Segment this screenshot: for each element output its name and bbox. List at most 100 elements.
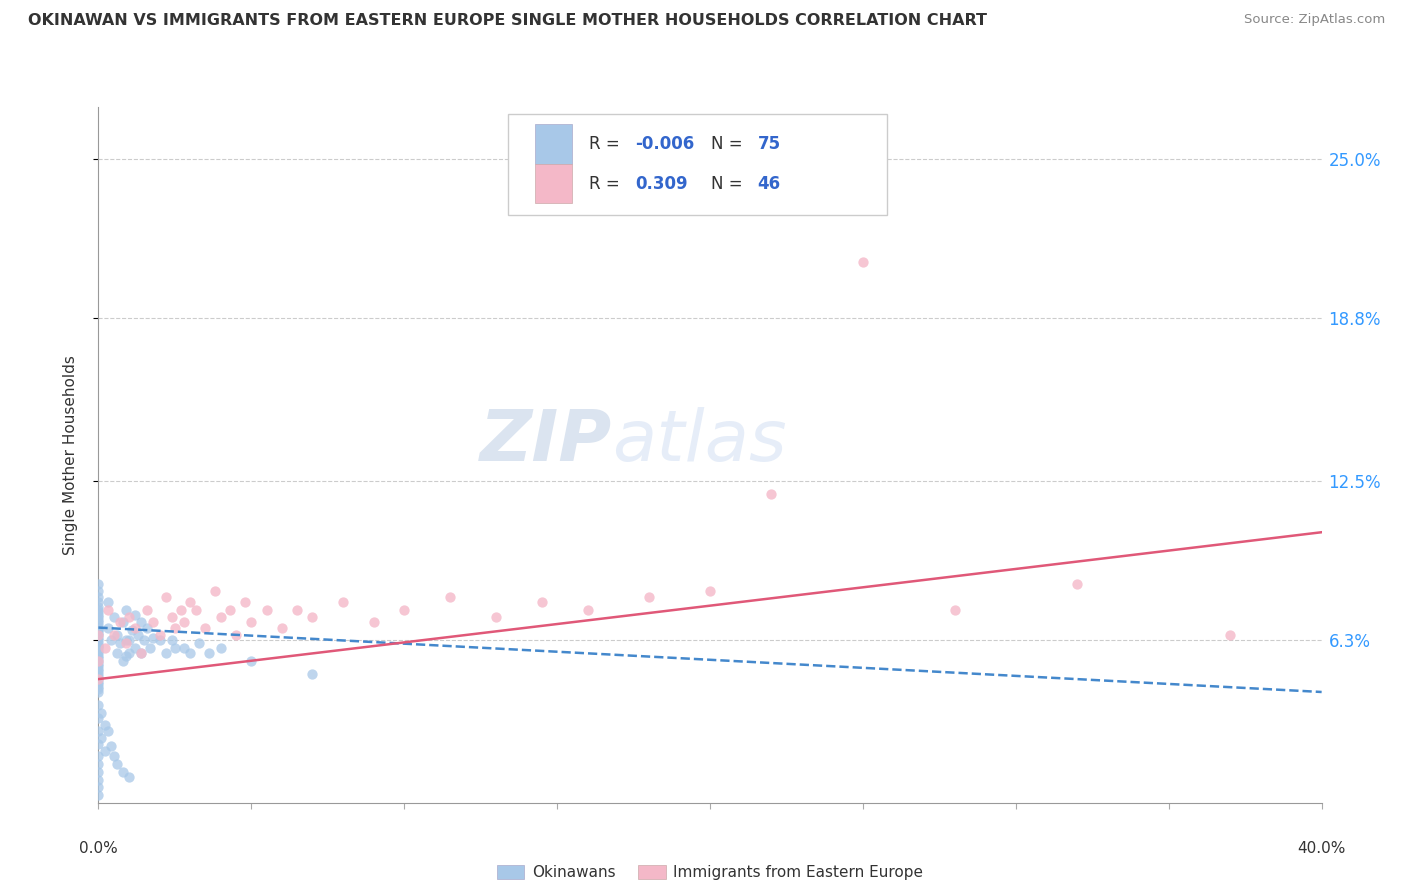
Point (87, 698, 110, 712)
Point (129, 646, 152, 660)
Point (87, 648, 110, 663)
Point (87, 605, 110, 619)
Legend: Okinawans, Immigrants from Eastern Europe: Okinawans, Immigrants from Eastern Europ… (491, 859, 929, 887)
Text: 0.0%: 0.0% (79, 841, 118, 856)
Point (87, 590, 110, 604)
Point (363, 615, 385, 630)
Point (97, 602, 120, 616)
Point (149, 628, 172, 642)
Point (1219, 628, 1241, 642)
Point (149, 633, 172, 648)
Point (118, 770, 141, 784)
Point (219, 602, 242, 616)
Point (87, 639, 110, 653)
Point (530, 595, 553, 609)
Point (173, 615, 195, 630)
Point (136, 602, 159, 616)
Point (108, 615, 131, 630)
Point (87, 644, 110, 658)
Point (87, 623, 110, 637)
Point (87, 584, 110, 599)
Point (194, 621, 217, 635)
Point (111, 764, 134, 779)
Point (87, 615, 110, 630)
Point (142, 631, 165, 645)
Point (160, 633, 183, 648)
Point (93, 744, 115, 758)
Point (87, 625, 110, 640)
Point (188, 636, 211, 650)
Point (87, 607, 110, 622)
Point (139, 641, 162, 656)
Point (103, 610, 125, 624)
Point (87, 723, 110, 738)
Point (270, 621, 292, 635)
Point (852, 254, 875, 268)
Text: R =: R = (589, 135, 624, 153)
Point (100, 739, 122, 753)
Point (87, 757, 110, 772)
Point (93, 641, 115, 656)
Point (134, 633, 156, 648)
Point (186, 602, 208, 616)
Point (943, 602, 966, 616)
Text: 46: 46 (758, 175, 780, 193)
Point (87, 657, 110, 671)
Point (87, 672, 110, 686)
Point (87, 780, 110, 795)
Text: N =: N = (711, 175, 748, 193)
Point (124, 621, 146, 635)
Point (87, 654, 110, 668)
Point (699, 584, 721, 599)
Point (87, 641, 110, 656)
Point (301, 667, 323, 681)
Point (637, 590, 661, 604)
Point (105, 646, 128, 660)
Text: 0.309: 0.309 (636, 175, 688, 193)
Point (90, 706, 112, 720)
Text: atlas: atlas (612, 407, 787, 475)
Point (163, 621, 186, 635)
Point (160, 610, 183, 624)
Point (576, 602, 599, 616)
Point (301, 610, 323, 624)
Point (204, 584, 226, 599)
Point (87, 680, 110, 694)
Point (108, 636, 131, 650)
Point (118, 646, 141, 660)
Point (105, 757, 128, 772)
Point (97, 595, 120, 609)
Point (115, 602, 138, 616)
Point (87, 711, 110, 725)
Point (439, 590, 461, 604)
Point (163, 641, 186, 656)
Point (87, 669, 110, 683)
Text: ZIP: ZIP (479, 407, 612, 475)
Point (93, 718, 115, 732)
Text: R =: R = (589, 175, 630, 193)
Point (87, 677, 110, 691)
Point (240, 615, 263, 630)
Point (87, 618, 110, 632)
Point (332, 595, 354, 609)
Point (87, 749, 110, 764)
Point (170, 602, 193, 616)
Text: Source: ZipAtlas.com: Source: ZipAtlas.com (1244, 13, 1385, 27)
Point (209, 610, 232, 624)
Point (103, 628, 125, 642)
Point (87, 621, 110, 635)
Point (179, 595, 201, 609)
Point (111, 615, 134, 630)
Point (87, 613, 110, 627)
Point (240, 654, 263, 668)
Text: 75: 75 (758, 135, 780, 153)
Point (1066, 576, 1088, 591)
Point (87, 764, 110, 779)
Point (87, 672, 110, 686)
Point (87, 623, 110, 637)
Point (87, 682, 110, 697)
Text: -0.006: -0.006 (636, 135, 695, 153)
Point (115, 648, 138, 663)
Point (87, 646, 110, 660)
Point (155, 590, 177, 604)
